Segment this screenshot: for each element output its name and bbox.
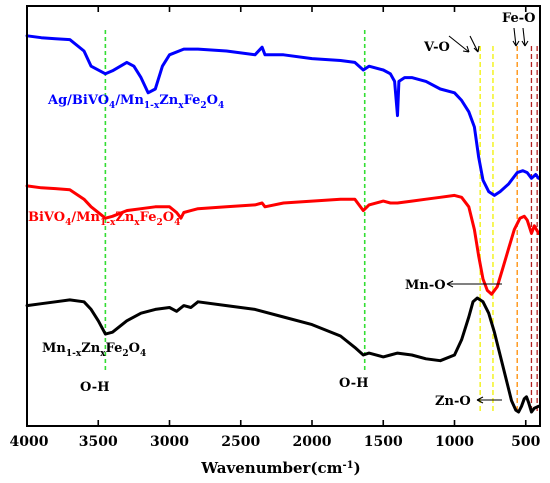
spectra-series — [25, 34, 541, 414]
plot-frame — [26, 5, 541, 427]
arrow-zn-o — [476, 396, 502, 404]
series-label-ag-bivo4-ferrite: Ag/BiVO4/Mn1-xZnxFe2O4 — [47, 93, 224, 111]
annotation-fe-o: Fe-O — [502, 11, 536, 26]
arrow-mn-o — [446, 280, 502, 288]
x-tick-label-1500: 1500 — [364, 434, 403, 450]
spectrum-line-0 — [25, 34, 541, 197]
x-tick-label-2500: 2500 — [221, 434, 260, 450]
spectrum-line-1 — [25, 184, 541, 296]
x-tick-label-3500: 3500 — [79, 434, 118, 450]
x-axis-title: Wavenumber(cm-1) — [200, 459, 360, 477]
spectrum-line-2 — [25, 296, 541, 414]
series-label-ferrite: Mn1-xZnxFe2O4 — [42, 341, 146, 359]
x-tick-label-500: 500 — [511, 434, 540, 450]
arrow-v-o-left — [448, 35, 470, 53]
x-tick-label-3000: 3000 — [150, 434, 189, 450]
arrow-v-o-right — [469, 35, 480, 53]
x-tick-label-4000: 4000 — [10, 434, 49, 450]
x-tick-label-1000: 1000 — [435, 434, 474, 450]
oh-label-1630: O-H — [339, 376, 368, 391]
band-marker-lines — [104, 30, 538, 412]
arrow-fe-o-left — [512, 27, 520, 47]
x-tick-label-2000: 2000 — [293, 434, 332, 450]
series-label-bivo4-ferrite: BiVO4/Mn1-xZnxFe2O4 — [28, 210, 180, 228]
oh-label-3450: O-H — [80, 380, 109, 395]
x-axis-ticks: 4000 3500 3000 2500 2000 1500 1000 500 — [10, 6, 541, 450]
annotation-v-o: V-O — [423, 40, 450, 55]
annotation-mn-o: Mn-O — [405, 278, 446, 293]
annotation-zn-o: Zn-O — [435, 394, 471, 409]
arrow-fe-o-right — [521, 27, 529, 47]
